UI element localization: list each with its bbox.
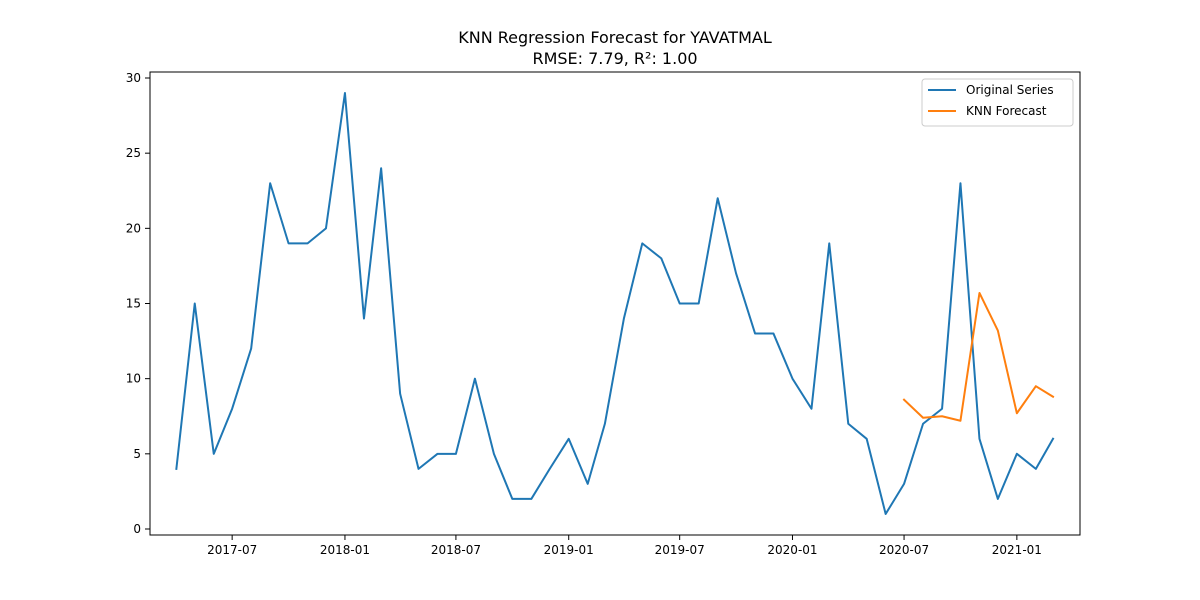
x-tick-label: 2019-01	[544, 543, 594, 557]
legend: Original Series KNN Forecast	[921, 78, 1074, 127]
y-tick-label: 15	[126, 297, 141, 311]
legend-label-forecast: KNN Forecast	[966, 104, 1047, 118]
y-tick-label: 20	[126, 221, 141, 235]
x-tick-label: 2020-01	[767, 543, 817, 557]
y-tick-label: 0	[133, 522, 141, 536]
x-tick-label: 2021-01	[992, 543, 1042, 557]
y-tick-label: 10	[126, 372, 141, 386]
plot-lines	[175, 92, 1055, 515]
y-tick-label: 30	[126, 71, 141, 85]
legend-box	[921, 78, 1074, 127]
x-tick-label: 2019-07	[655, 543, 705, 557]
x-tick-label: 2020-07	[879, 543, 929, 557]
y-tick-label: 5	[133, 447, 141, 461]
y-axis: 0 5 10 15 20 25 30	[126, 71, 150, 536]
x-tick-label: 2018-07	[431, 543, 481, 557]
legend-label-original: Original Series	[966, 83, 1054, 97]
series-line-0	[175, 92, 1055, 515]
chart-title: KNN Regression Forecast for YAVATMAL	[458, 28, 772, 47]
x-axis: 2017-07 2018-01 2018-07 2019-01 2019-07 2020-…	[207, 535, 1042, 557]
series-line-1	[902, 291, 1055, 422]
y-tick-label: 25	[126, 146, 141, 160]
x-tick-label: 2018-01	[320, 543, 370, 557]
plot-frame	[149, 71, 1081, 536]
chart-subtitle: RMSE: 7.79, R²: 1.00	[532, 49, 697, 68]
x-tick-label: 2017-07	[207, 543, 257, 557]
